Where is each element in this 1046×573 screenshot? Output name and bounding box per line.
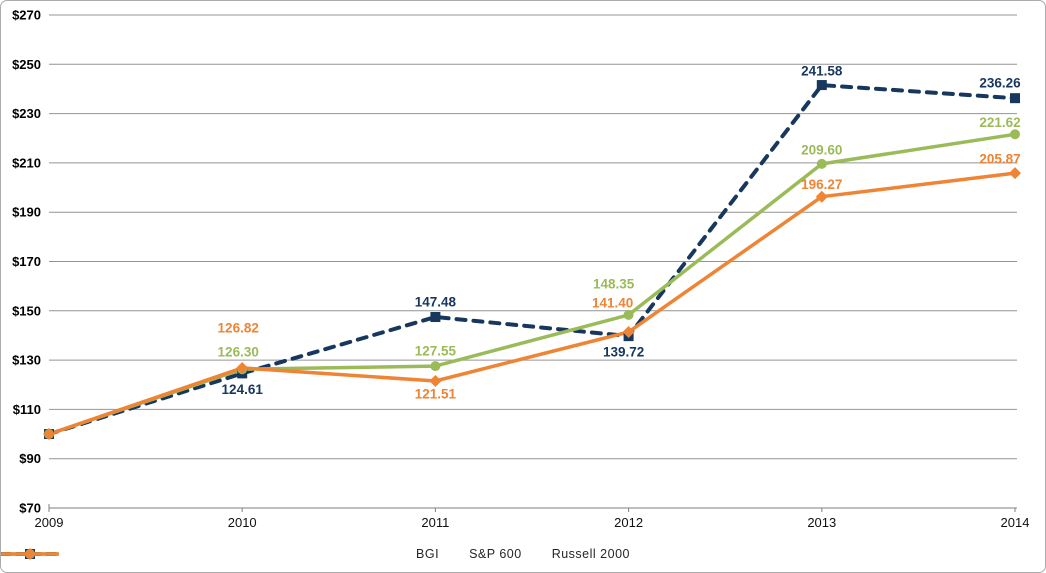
legend-label: S&P 600	[469, 547, 522, 561]
data-label: 236.26	[979, 76, 1021, 91]
data-label: 196.27	[801, 177, 842, 192]
data-point-bgi	[1010, 93, 1020, 104]
x-axis-tick-label: 2009	[35, 515, 64, 530]
x-axis-tick-label: 2013	[807, 515, 836, 530]
y-axis-tick-label: $270	[12, 8, 41, 23]
data-point-s-p-600	[1010, 129, 1020, 140]
data-point-s-p-600	[430, 361, 441, 372]
legend-item-russell-2000: Russell 2000	[1, 547, 630, 561]
y-axis-tick-label: $70	[19, 501, 41, 516]
y-axis-tick-label: $250	[12, 57, 41, 72]
y-axis-tick-label: $210	[12, 155, 41, 170]
data-label: 221.62	[979, 115, 1020, 130]
legend-label: Russell 2000	[551, 547, 630, 561]
data-point-russell-2000	[43, 428, 55, 441]
data-label: 241.58	[801, 64, 843, 79]
x-axis-tick-label: 2014	[1001, 515, 1030, 530]
x-axis-tick-label: 2010	[228, 515, 257, 530]
data-label: 127.55	[415, 344, 457, 359]
data-label: 126.82	[218, 320, 259, 335]
legend-item-s-p-600: S&P 600	[1, 547, 522, 561]
data-label: 121.51	[415, 387, 457, 402]
y-axis-tick-label: $190	[12, 205, 41, 220]
data-label: 209.60	[801, 142, 842, 157]
chart-legend: BGI S&P 600 Russell 2000	[1, 547, 1045, 561]
x-axis-tick-label: 2011	[421, 515, 449, 530]
data-point-russell-2000	[236, 361, 249, 374]
data-label: 141.40	[592, 295, 633, 310]
data-point-bgi	[430, 312, 441, 323]
y-axis-tick-label: $130	[12, 353, 41, 368]
legend-marker-diamond-icon	[1, 548, 59, 560]
y-axis-tick-label: $110	[13, 402, 41, 417]
data-label: 147.48	[415, 295, 457, 310]
data-point-russell-2000	[622, 325, 635, 338]
data-point-s-p-600	[623, 309, 634, 320]
data-point-russell-2000	[429, 375, 442, 388]
data-label: 126.30	[218, 345, 259, 360]
data-point-bgi	[816, 80, 827, 91]
data-point-russell-2000	[1009, 167, 1021, 180]
y-axis-tick-label: $90	[19, 451, 41, 466]
series-line-bgi	[47, 83, 1017, 437]
legend-item-bgi: BGI	[1, 547, 440, 561]
data-label: 148.35	[593, 276, 635, 291]
data-point-russell-2000	[815, 190, 828, 203]
y-axis-tick-label: $170	[12, 254, 41, 269]
data-label: 124.61	[222, 382, 264, 397]
data-label: 139.72	[603, 345, 644, 360]
series-line-russell-2000	[47, 171, 1017, 436]
legend-label: BGI	[416, 547, 440, 561]
y-axis-tick-label: $150	[12, 303, 41, 318]
x-axis-tick-label: 2012	[614, 515, 643, 530]
data-label: 205.87	[979, 152, 1020, 167]
y-axis-tick-label: $230	[12, 106, 41, 121]
data-point-s-p-600	[816, 158, 827, 169]
